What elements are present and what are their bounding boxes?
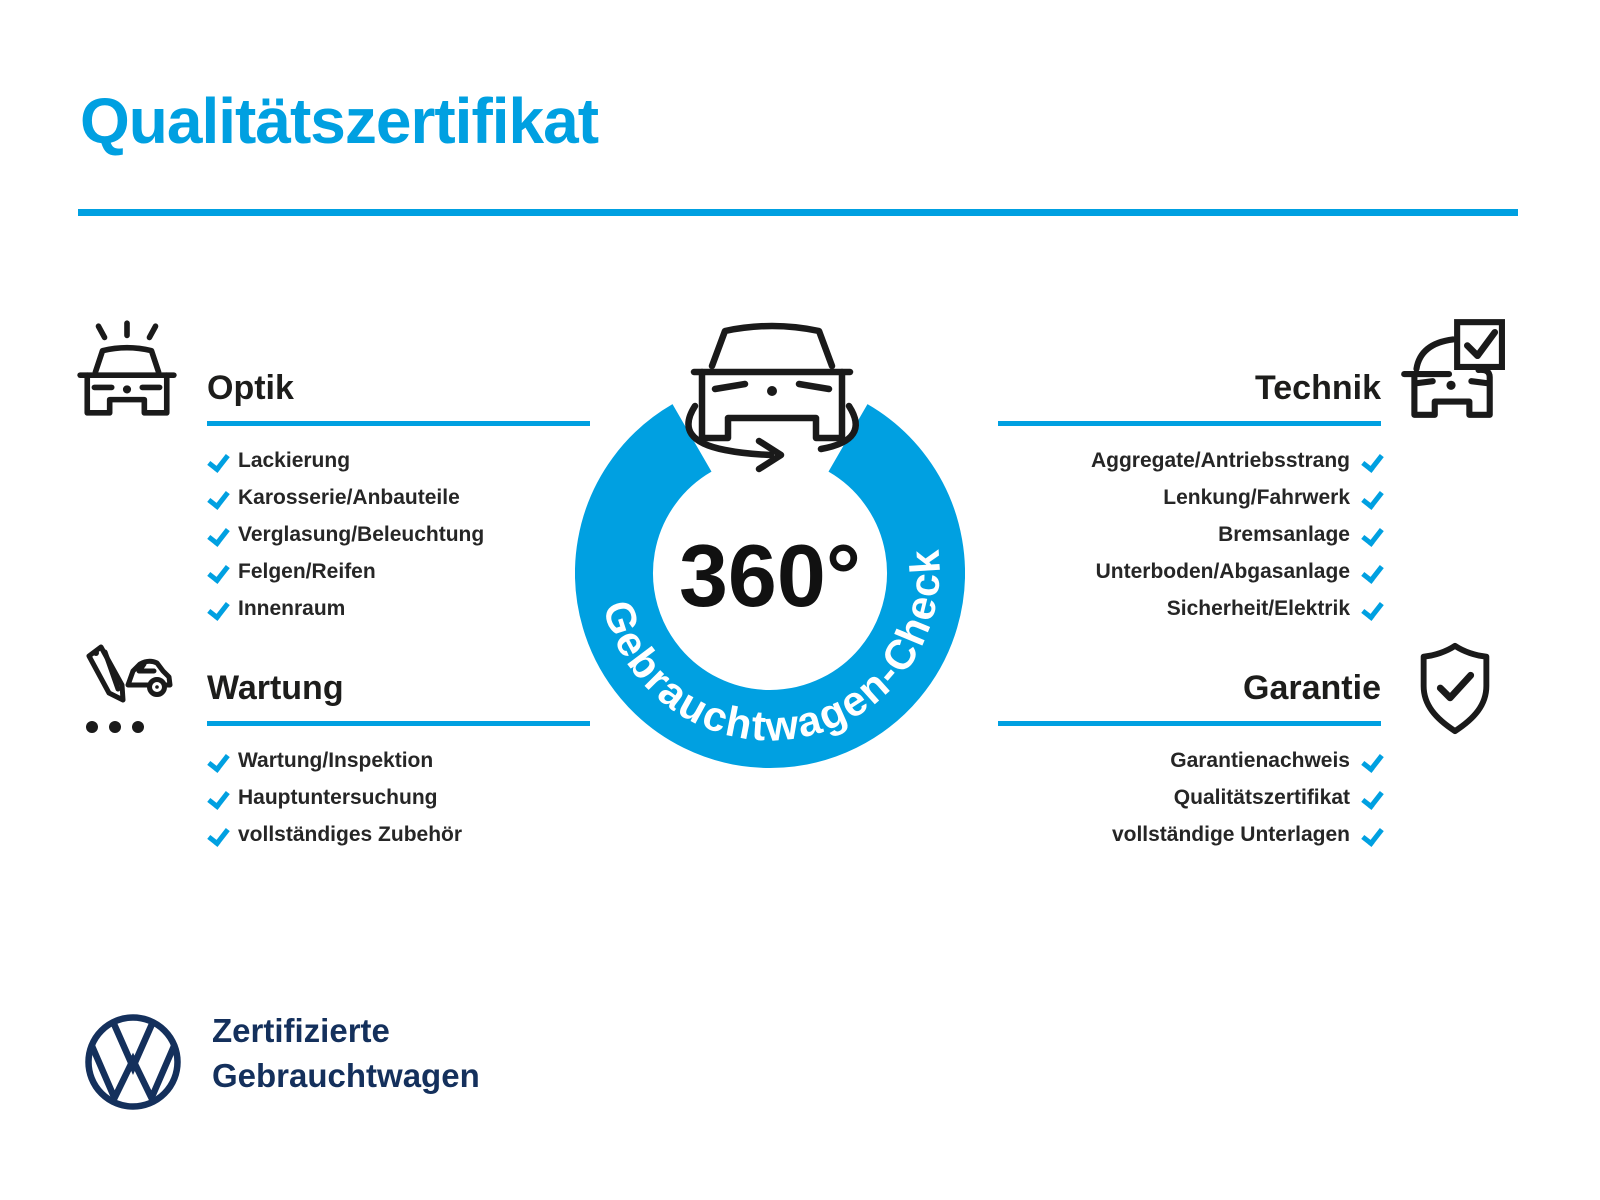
check-icon xyxy=(207,751,227,771)
list-item: Garantienachweis xyxy=(998,742,1381,779)
item-label: Karosserie/Anbauteile xyxy=(238,485,460,509)
list-item: vollständiges Zubehör xyxy=(207,816,590,853)
item-label: Hauptuntersuchung xyxy=(238,785,438,809)
list-item: Verglasung/Beleuchtung xyxy=(207,516,590,553)
item-label: Unterboden/Abgasanlage xyxy=(1095,559,1350,583)
brand-text: Zertifizierte Gebrauchtwagen xyxy=(212,1008,480,1098)
optik-items: Lackierung Karosserie/Anbauteile Verglas… xyxy=(207,442,590,627)
item-label: Garantienachweis xyxy=(1170,748,1350,772)
check-icon xyxy=(1361,488,1381,508)
check-icon xyxy=(207,488,227,508)
list-item: Hauptuntersuchung xyxy=(207,779,590,816)
list-item: Aggregate/Antriebsstrang xyxy=(998,442,1381,479)
shield-check-icon xyxy=(1420,642,1490,735)
check-icon xyxy=(1361,825,1381,845)
check-icon xyxy=(207,788,227,808)
check-icon xyxy=(207,562,227,582)
check-icon xyxy=(207,599,227,619)
list-item: Karosserie/Anbauteile xyxy=(207,479,590,516)
pencil-car-icon xyxy=(86,644,173,733)
title-divider xyxy=(78,209,1518,216)
wartung-items: Wartung/Inspektion Hauptuntersuchung vol… xyxy=(207,742,590,853)
list-item: Lackierung xyxy=(207,442,590,479)
check-icon xyxy=(207,451,227,471)
list-item: vollständige Unterlagen xyxy=(998,816,1381,853)
item-label: Bremsanlage xyxy=(1218,522,1350,546)
list-item: Bremsanlage xyxy=(998,516,1381,553)
item-label: Sicherheit/Elektrik xyxy=(1166,596,1350,620)
brand-line-1: Zertifizierte xyxy=(212,1012,390,1049)
section-technik: Technik Aggregate/Antriebsstrang Lenkung… xyxy=(998,368,1381,627)
item-label: Lackierung xyxy=(238,448,351,472)
section-wartung: Wartung Wartung/Inspektion Hauptuntersuc… xyxy=(207,668,590,853)
car-checklist-icon xyxy=(1401,319,1505,418)
check-icon xyxy=(1361,451,1381,471)
list-item: Unterboden/Abgasanlage xyxy=(998,553,1381,590)
technik-items: Aggregate/Antriebsstrang Lenkung/Fahrwer… xyxy=(998,442,1381,627)
section-heading: Optik xyxy=(207,368,590,426)
page-title: Qualitätszertifikat xyxy=(80,85,599,157)
list-item: Sicherheit/Elektrik xyxy=(998,590,1381,627)
list-item: Wartung/Inspektion xyxy=(207,742,590,779)
check-icon xyxy=(1361,525,1381,545)
item-label: vollständige Unterlagen xyxy=(1111,822,1350,846)
degrees-label: 360° xyxy=(679,526,861,625)
brand-line-2: Gebrauchtwagen xyxy=(212,1057,480,1094)
section-heading: Technik xyxy=(998,368,1381,426)
item-label: Qualitätszertifikat xyxy=(1173,785,1350,809)
item-label: Aggregate/Antriebsstrang xyxy=(1090,448,1350,472)
car-rotation-icon xyxy=(685,322,859,473)
360-check-badge: Gebrauchtwagen-Check 360° xyxy=(575,322,965,768)
item-label: vollständiges Zubehör xyxy=(238,822,463,846)
list-item: Qualitätszertifikat xyxy=(998,779,1381,816)
item-label: Verglasung/Beleuchtung xyxy=(238,522,485,546)
item-label: Felgen/Reifen xyxy=(238,559,376,583)
check-icon xyxy=(1361,562,1381,582)
section-garantie: Garantie Garantienachweis Qualitätszerti… xyxy=(998,668,1381,853)
car-headlights-icon xyxy=(77,320,177,416)
item-label: Lenkung/Fahrwerk xyxy=(1163,485,1350,509)
section-optik: Optik Lackierung Karosserie/Anbauteile V… xyxy=(207,368,590,627)
list-item: Innenraum xyxy=(207,590,590,627)
check-icon xyxy=(1361,788,1381,808)
check-icon xyxy=(207,525,227,545)
item-label: Wartung/Inspektion xyxy=(238,748,434,772)
vw-logo-icon xyxy=(85,1014,181,1110)
list-item: Lenkung/Fahrwerk xyxy=(998,479,1381,516)
section-heading: Wartung xyxy=(207,668,590,726)
item-label: Innenraum xyxy=(238,596,346,620)
list-item: Felgen/Reifen xyxy=(207,553,590,590)
section-heading: Garantie xyxy=(998,668,1381,726)
check-icon xyxy=(1361,751,1381,771)
garantie-items: Garantienachweis Qualitätszertifikat vol… xyxy=(998,742,1381,853)
check-icon xyxy=(207,825,227,845)
check-icon xyxy=(1361,599,1381,619)
